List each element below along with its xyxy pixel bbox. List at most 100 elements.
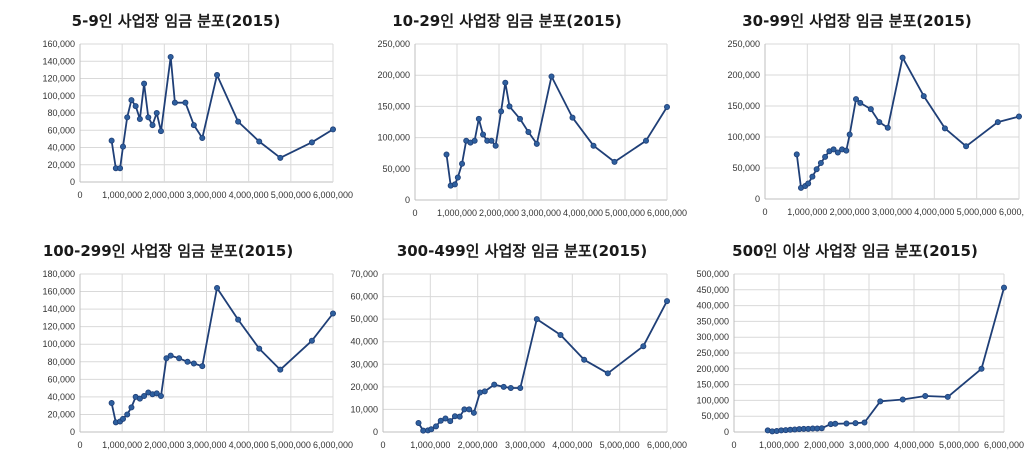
data-point [433, 423, 440, 430]
y-tick-label: 40,000 [350, 337, 378, 347]
x-tick-label: 6,000,000 [313, 190, 353, 200]
x-tick-label: 0 [412, 208, 417, 218]
chart-panel: 100-299인 사업장 임금 분포(2015) 0 20,000 40,000 60… [42, 242, 353, 450]
x-tick-label: 2,000,000 [144, 440, 184, 450]
data-point [454, 174, 461, 181]
y-tick-label: 200,000 [696, 364, 729, 374]
x-tick-label: 2,000,000 [479, 208, 519, 218]
data-point [569, 114, 576, 121]
data-point [922, 392, 929, 399]
chart-title: 300-499인 사업장 임금 분포(2015) [397, 242, 647, 260]
data-point [456, 413, 463, 420]
x-tick-label: 6,000,000 [647, 440, 687, 450]
data-point [141, 80, 148, 87]
data-point [941, 125, 948, 132]
y-tick-label: 60,000 [47, 125, 75, 135]
data-point [817, 160, 824, 167]
data-point [470, 409, 477, 416]
data-point [533, 140, 540, 147]
data-point [492, 142, 499, 149]
y-tick-label: 200,000 [377, 70, 410, 80]
data-point [834, 149, 841, 156]
y-tick-label: 120,000 [42, 74, 75, 84]
data-point [136, 116, 143, 123]
data-point [899, 396, 906, 403]
chart-panel: 5-9인 사업장 임금 분포(2015) 0 20,000 40,000 60,000… [42, 12, 353, 200]
data-point [141, 393, 148, 400]
data-point [120, 143, 127, 150]
data-point [480, 131, 487, 138]
data-point [640, 343, 647, 350]
data-point [611, 158, 618, 165]
data-point [1001, 284, 1008, 291]
data-point [442, 415, 449, 422]
x-tick-label: 1,000,000 [437, 208, 477, 218]
data-point [128, 97, 135, 104]
data-point [471, 137, 478, 144]
data-point [899, 54, 906, 61]
data-point [506, 103, 513, 110]
x-tick-label: 3,000,000 [186, 440, 226, 450]
data-point [136, 395, 143, 402]
data-point [813, 166, 820, 173]
data-point [235, 118, 242, 125]
series-line [110, 56, 334, 170]
y-tick-label: 70,000 [350, 269, 378, 279]
data-point [199, 135, 206, 142]
chart-panel: 300-499인 사업장 임금 분포(2015) 0 10,000 20,000 30… [350, 242, 687, 450]
data-point [861, 419, 868, 426]
y-tick-label: 150,000 [377, 101, 410, 111]
data-point [853, 96, 860, 103]
data-point [190, 360, 197, 367]
data-point [517, 384, 524, 391]
data-point [176, 355, 183, 362]
y-tick-label: 80,000 [47, 108, 75, 118]
data-point [664, 104, 671, 111]
series-line [110, 287, 334, 424]
data-point [153, 110, 160, 117]
data-point [163, 355, 170, 362]
y-tick-label: 0 [70, 427, 75, 437]
data-point [1016, 113, 1023, 120]
data-point [643, 137, 650, 144]
x-tick-label: 1,000,000 [102, 190, 142, 200]
data-point [308, 139, 315, 146]
y-tick-label: 100,000 [696, 395, 729, 405]
data-point [171, 99, 178, 106]
data-point [447, 418, 454, 425]
data-point [963, 143, 970, 150]
data-point [132, 103, 139, 110]
data-point [884, 124, 891, 131]
data-point [944, 393, 951, 400]
y-tick-label: 250,000 [377, 39, 410, 49]
data-point [117, 165, 124, 172]
x-tick-label: 0 [380, 440, 385, 450]
x-tick-label: 0 [77, 440, 82, 450]
x-tick-label: 6,000,000 [313, 440, 353, 450]
x-tick-label: 4,000,000 [229, 190, 269, 200]
y-tick-label: 20,000 [47, 160, 75, 170]
data-point [978, 365, 985, 372]
data-point [214, 72, 221, 79]
chart-title: 5-9인 사업장 임금 분포(2015) [72, 12, 281, 30]
y-tick-label: 0 [405, 195, 410, 205]
x-tick-label: 3,000,000 [849, 440, 889, 450]
y-tick-label: 120,000 [42, 322, 75, 332]
y-tick-label: 160,000 [42, 287, 75, 297]
data-point [843, 420, 850, 427]
data-point [277, 366, 284, 373]
data-point [184, 358, 191, 365]
data-point [167, 352, 174, 359]
data-point [329, 310, 336, 317]
chart-plot-area: 0 50,000 100,000 150,000 200,000 250,000 0 1,00… [377, 39, 687, 218]
data-point [488, 137, 495, 144]
y-tick-label: 50,000 [382, 164, 410, 174]
data-point [308, 337, 315, 344]
data-point [199, 363, 206, 370]
x-tick-label: 1,000,000 [787, 207, 827, 217]
y-tick-label: 250,000 [696, 348, 729, 358]
data-point [498, 108, 505, 115]
data-point [604, 370, 611, 377]
x-tick-label: 1,000,000 [102, 440, 142, 450]
y-tick-label: 200,000 [727, 70, 760, 80]
